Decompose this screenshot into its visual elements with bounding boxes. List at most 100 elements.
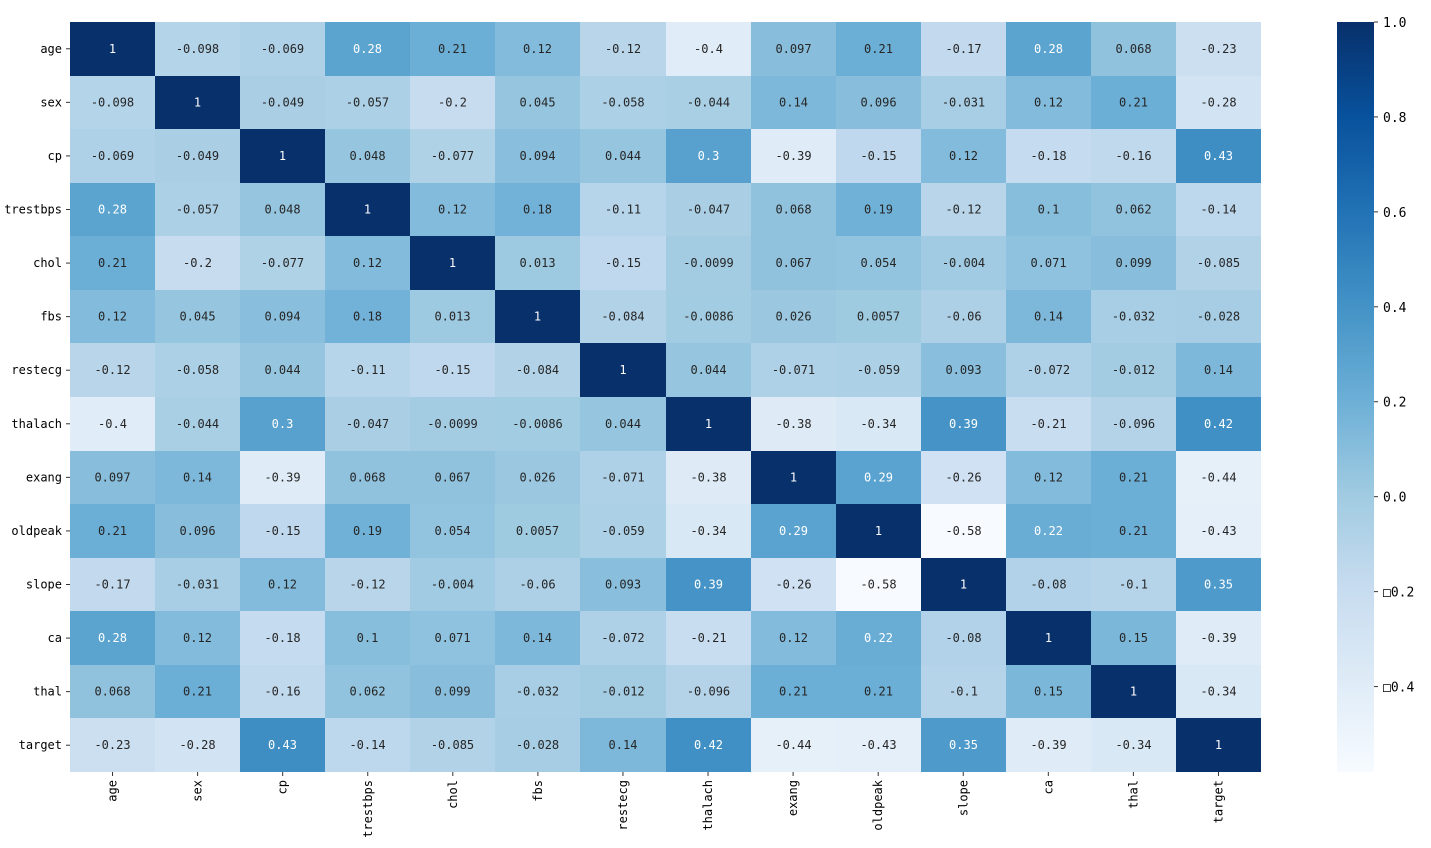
colorbar-tick-label: 0.6 (1383, 206, 1406, 221)
x-tick-label: fbs (531, 780, 545, 802)
y-tick-label: fbs (40, 310, 62, 324)
heatmap-cell (410, 290, 495, 343)
heatmap-cell (921, 558, 1006, 611)
cell-annotation: 0.067 (434, 471, 470, 485)
cell-annotation: 0.045 (179, 310, 215, 324)
y-tick-label: thal (33, 685, 62, 699)
heatmap-cell (666, 290, 751, 343)
cell-annotation: -0.15 (434, 363, 470, 377)
cell-annotation: 0.21 (98, 524, 127, 538)
x-tick-label: exang (786, 780, 800, 816)
heatmap-cell (410, 504, 495, 558)
cell-annotation: -0.071 (772, 363, 815, 377)
cell-annotation: 0.068 (349, 471, 385, 485)
x-tick-label: thalach (701, 780, 715, 831)
cell-annotation: 0.22 (1034, 524, 1063, 538)
cell-annotation: 0.14 (1204, 363, 1233, 377)
cell-annotation: 0.1 (1038, 203, 1060, 217)
heatmap-cell (325, 76, 410, 129)
cell-annotation: -0.085 (1197, 256, 1240, 270)
cell-annotation: -0.096 (1112, 417, 1155, 431)
cell-annotation: -0.0099 (427, 417, 478, 431)
heatmap-cell (1006, 718, 1091, 772)
heatmap-cell (1091, 236, 1176, 290)
cell-annotation: -0.44 (1200, 471, 1236, 485)
heatmap-cell (495, 183, 580, 236)
cell-annotation: -0.069 (91, 149, 134, 163)
heatmap-cell (1006, 451, 1091, 504)
heatmap-cell (666, 558, 751, 611)
heatmap-cell (410, 611, 495, 665)
heatmap-cell (325, 22, 410, 76)
cell-annotation: -0.072 (601, 631, 644, 645)
cell-annotation: -0.032 (1112, 310, 1155, 324)
cell-annotation: 0.21 (1119, 471, 1148, 485)
y-tick-label: slope (26, 578, 62, 592)
heatmap-cell (751, 290, 836, 343)
heatmap-cell (1176, 504, 1261, 558)
cell-annotation: 0.12 (438, 203, 467, 217)
heatmap-cell (1006, 504, 1091, 558)
cell-annotation: -0.43 (1200, 524, 1236, 538)
y-tick-label: chol (33, 256, 62, 270)
y-tick-label: oldpeak (11, 524, 62, 538)
heatmap-cell (155, 76, 240, 129)
heatmap-cell (1091, 183, 1176, 236)
heatmap-cell (666, 665, 751, 718)
cell-annotation: -0.06 (519, 578, 555, 592)
cell-annotation: -0.084 (516, 363, 559, 377)
heatmap-cell (495, 451, 580, 504)
y-tick-label: trestbps (4, 203, 62, 217)
heatmap-cell (410, 76, 495, 129)
cell-annotation: -0.23 (94, 738, 130, 752)
heatmap-cell (155, 451, 240, 504)
cell-annotation: -0.39 (264, 471, 300, 485)
cell-annotation: -0.21 (690, 631, 726, 645)
cell-annotation: 0.044 (690, 363, 726, 377)
cell-annotation: -0.17 (94, 578, 130, 592)
cell-annotation: 0.062 (349, 685, 385, 699)
cell-annotation: -0.16 (1115, 149, 1151, 163)
heatmap-cell (666, 236, 751, 290)
heatmap-cell (666, 343, 751, 397)
cell-annotation: 1 (534, 310, 541, 324)
cell-annotation: 0.054 (434, 524, 470, 538)
cell-annotation: 0.044 (264, 363, 300, 377)
cell-annotation: 0.42 (694, 738, 723, 752)
cell-annotations: 1 -0.098 -0.069 0.28 0.21 0.12 -0.12 -0.4 0.097 0… (91, 42, 1240, 752)
heatmap-cell (495, 397, 580, 451)
heatmap-cell (836, 397, 921, 451)
heatmap-cell (1006, 236, 1091, 290)
cell-annotation: -0.084 (601, 310, 644, 324)
cell-annotation: 0.18 (353, 310, 382, 324)
cell-annotation: 0.43 (1204, 149, 1233, 163)
cell-annotation: 0.12 (353, 256, 382, 270)
cell-annotation: 1 (194, 96, 201, 110)
heatmap-cell (1176, 451, 1261, 504)
cell-annotation: 0.12 (98, 310, 127, 324)
heatmap-cell (495, 504, 580, 558)
heatmap-cell (240, 22, 325, 76)
cell-annotation: 0.21 (98, 256, 127, 270)
heatmap-cell (666, 129, 751, 183)
heatmap-cell (495, 558, 580, 611)
cell-annotation: -0.071 (601, 471, 644, 485)
cell-annotation: -0.2 (438, 96, 467, 110)
cell-annotation: -0.072 (1027, 363, 1070, 377)
heatmap-cell (70, 22, 155, 76)
heatmap-cell (1091, 343, 1176, 397)
heatmap-cell (495, 343, 580, 397)
cell-annotation: -0.059 (857, 363, 900, 377)
heatmap-cell (1091, 558, 1176, 611)
heatmap-cell (1091, 665, 1176, 718)
heatmap-cell (70, 504, 155, 558)
cell-annotation: -0.28 (179, 738, 215, 752)
heatmap-cell (751, 129, 836, 183)
cell-annotation: 0.35 (949, 738, 978, 752)
cell-annotation: -0.38 (690, 471, 726, 485)
heatmap-cell (580, 290, 666, 343)
heatmap-cell (325, 611, 410, 665)
cell-annotation: 0.097 (775, 42, 811, 56)
cell-annotation: 0.093 (945, 363, 981, 377)
cell-annotation: 0.21 (1119, 524, 1148, 538)
